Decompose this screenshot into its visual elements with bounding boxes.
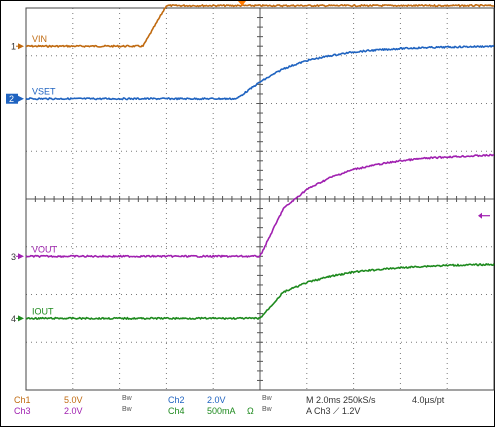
ch4-label: Ch4 [168,406,185,416]
channel-4-marker-number: 4 [11,314,16,324]
ch1-bandwidth: Bw [122,395,132,402]
trace-vset [25,44,495,101]
channel-3-marker-number: 3 [11,252,16,262]
channel-1-marker-arrow [18,43,24,50]
trigger-position-marker [238,1,246,6]
ch4-scale: 500mA [207,406,236,416]
trace-vout [25,153,495,258]
channel-4-marker-arrow [18,315,24,322]
label-vset: VSET [32,87,56,97]
channel-2-marker-number: 2 [9,94,14,104]
trigger-level-arrow [478,212,482,219]
label-iout: IOUT [32,306,54,316]
timebase: M 2.0ms 250kS/s [306,395,376,405]
channel-2-marker-box [6,93,18,104]
ch4-impedance: Ω [247,406,254,416]
ch3-label: Ch3 [14,406,31,416]
channel-1-marker-number: 1 [11,42,16,52]
settings-readout: Ch1 5.0V Bw Ch2 2.0V Bw M 2.0ms 250kS/s … [0,391,495,427]
ch3-scale: 2.0V [64,406,83,416]
ch4-bandwidth: Bw [262,406,272,413]
ch1-label: Ch1 [14,395,31,405]
graticule [25,7,495,391]
channel-2-marker-arrow [18,95,24,102]
channel-markers: 1 2 3 4 [6,1,490,324]
trace-iout [25,263,495,320]
label-vout: VOUT [32,244,58,254]
ch2-scale: 2.0V [207,395,226,405]
ch2-bandwidth: Bw [262,395,272,402]
channel-3-marker-arrow [18,253,24,260]
ch2-label: Ch2 [168,395,185,405]
waveform-traces [25,4,495,320]
ch1-scale: 5.0V [64,395,83,405]
ch3-bandwidth: Bw [122,406,132,413]
trigger-setting: A Ch3 ⟋ 1.2V [306,406,361,416]
channel-labels: VIN VSET VOUT IOUT [32,34,58,316]
record-resolution: 4.0µs/pt [412,395,445,405]
label-vin: VIN [32,34,47,44]
graticule-border [25,7,495,391]
trace-vin [25,4,495,48]
